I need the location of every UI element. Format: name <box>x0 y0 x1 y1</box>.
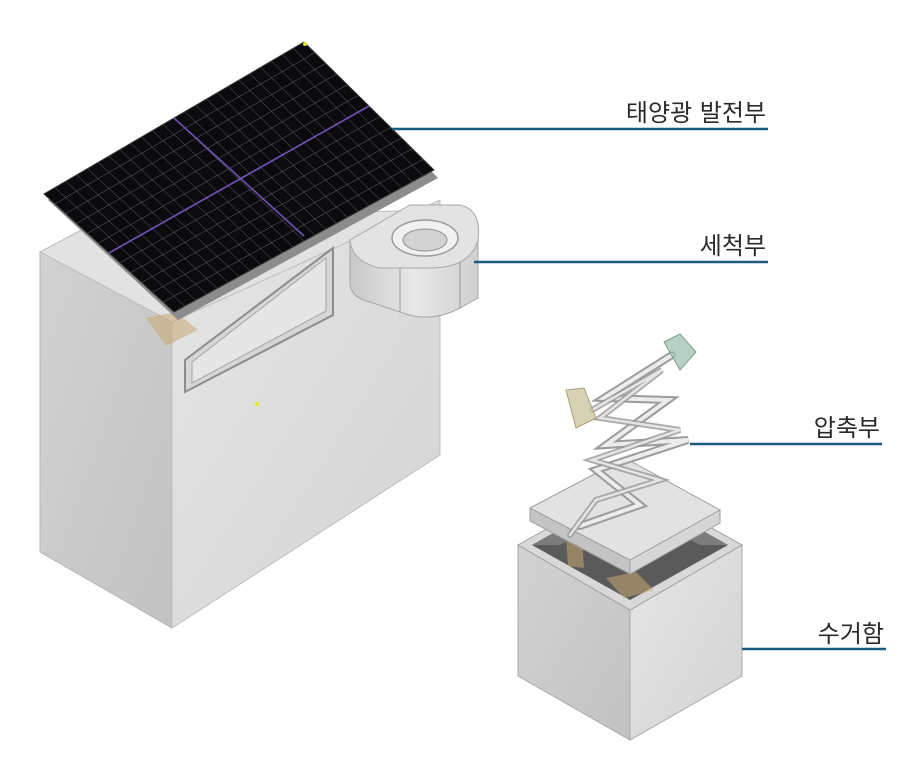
bin-hinge-patch <box>606 572 654 598</box>
solar-panel <box>43 41 438 320</box>
leader-lines <box>392 127 886 651</box>
panel-grid-line <box>163 159 424 303</box>
panel-grid-line <box>141 137 402 283</box>
solar-panel-seam-a <box>108 105 370 254</box>
label-washing-unit: 세척부 <box>699 232 766 260</box>
washing-unit <box>349 204 480 318</box>
panel-grid-line <box>152 148 413 293</box>
scissor-end-plate-top <box>663 333 697 371</box>
scissor-arm-back-hl <box>568 368 681 537</box>
panel-grid-line <box>76 73 337 224</box>
housing-window-inner <box>191 256 327 384</box>
scissor-end-plate-left <box>565 387 597 429</box>
hinge-patch <box>146 312 198 346</box>
panel-grid-line <box>119 116 380 264</box>
solar-panel-seam-b <box>173 117 305 237</box>
panel-grid-line <box>98 95 359 244</box>
label-solar-generation: 태양광 발전부 <box>625 99 766 127</box>
marker-dot <box>254 401 260 407</box>
panel-corner-dot <box>303 42 307 46</box>
panel-grid-line <box>130 127 391 273</box>
label-collection-bin: 수거함 <box>817 620 884 648</box>
washing-bowl-hole <box>402 228 448 252</box>
compression-unit <box>528 333 722 575</box>
label-compression-unit: 압축부 <box>813 414 880 442</box>
panel-grid-line <box>87 84 348 234</box>
scissor-arms <box>567 351 690 538</box>
